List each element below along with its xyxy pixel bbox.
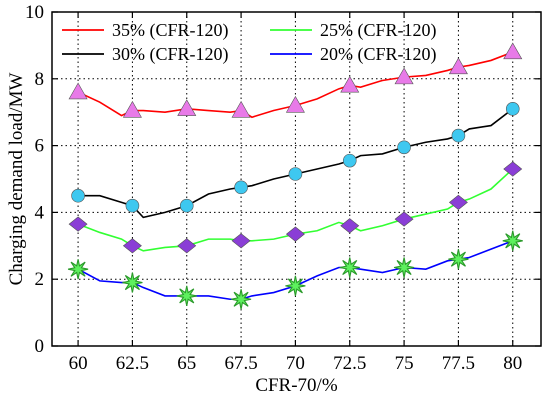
x-tick-label: 60 (69, 353, 88, 374)
plot-area-frame (51, 11, 542, 347)
y-tick-label: 2 (35, 269, 45, 290)
y-tick-label: 4 (35, 202, 45, 223)
series-markers (67, 42, 523, 310)
legend-label-1: 35% (CFR-120) (112, 20, 229, 41)
series-4-marker (230, 289, 252, 310)
x-tick-label: 80 (503, 353, 522, 374)
y-tick-label: 0 (35, 336, 45, 357)
series-4-marker (393, 257, 415, 278)
series-4-marker (122, 272, 143, 293)
series-3-marker (448, 194, 468, 210)
series-4-marker (285, 275, 306, 296)
x-tick-label: 77.5 (442, 353, 475, 374)
series-4-marker (339, 257, 360, 278)
y-tick-label: 6 (35, 136, 45, 157)
series-3-marker (503, 161, 523, 177)
x-tick-label: 75 (395, 353, 414, 374)
series-2-marker (288, 167, 303, 181)
y-tick-label: 8 (35, 69, 45, 90)
series-1-marker (122, 100, 142, 118)
y-tick-label: 10 (25, 2, 44, 23)
series-2-marker (397, 140, 411, 155)
series-1-marker (68, 82, 88, 100)
axis-ticks: 60 62.5 65 67.5 70 72.5 75 77.5 80 0 2 4 6 8 10 (25, 2, 541, 374)
x-tick-label: 67.5 (224, 353, 257, 374)
series-2-marker (451, 128, 466, 143)
series-2-marker (234, 180, 248, 195)
series-1-marker (503, 42, 523, 60)
legend-label-3: 25% (CFR-120) (320, 20, 437, 41)
series-1-marker (448, 57, 468, 75)
series-2-marker (505, 102, 520, 116)
series-3-marker (177, 238, 197, 254)
series-3-marker (122, 238, 142, 254)
series-2-marker (125, 198, 140, 213)
series-4-marker (67, 259, 89, 280)
series-1-marker (177, 99, 197, 116)
series-1-marker (340, 75, 360, 93)
series-1-marker (394, 67, 414, 85)
series-1-marker (285, 95, 305, 113)
series-2-marker (179, 198, 194, 213)
legend-label-4: 20% (CFR-120) (320, 44, 437, 65)
legend: 35% (CFR-120) 25% (CFR-120) 30% (CFR-120) 2… (62, 20, 437, 65)
series-3-marker (340, 218, 360, 234)
series-1-marker (231, 100, 251, 118)
series-3-marker (394, 211, 414, 227)
x-tick-label: 72.5 (333, 353, 366, 374)
y-axis-title: Charging demand load/MW (6, 73, 27, 286)
x-tick-label: 62.5 (116, 353, 149, 374)
series-4-marker (176, 285, 197, 307)
series-3-marker (68, 216, 88, 232)
series-3-marker (231, 233, 251, 249)
series-4-marker (502, 230, 523, 251)
series-2-marker (342, 153, 357, 168)
legend-label-2: 30% (CFR-120) (112, 44, 229, 65)
x-axis-title: CFR-70/% (255, 375, 338, 396)
series-2-marker (71, 188, 85, 203)
series-3-marker (285, 226, 305, 242)
x-tick-label: 70 (286, 353, 305, 374)
x-tick-label: 65 (177, 353, 196, 374)
series-4-marker (448, 249, 469, 270)
